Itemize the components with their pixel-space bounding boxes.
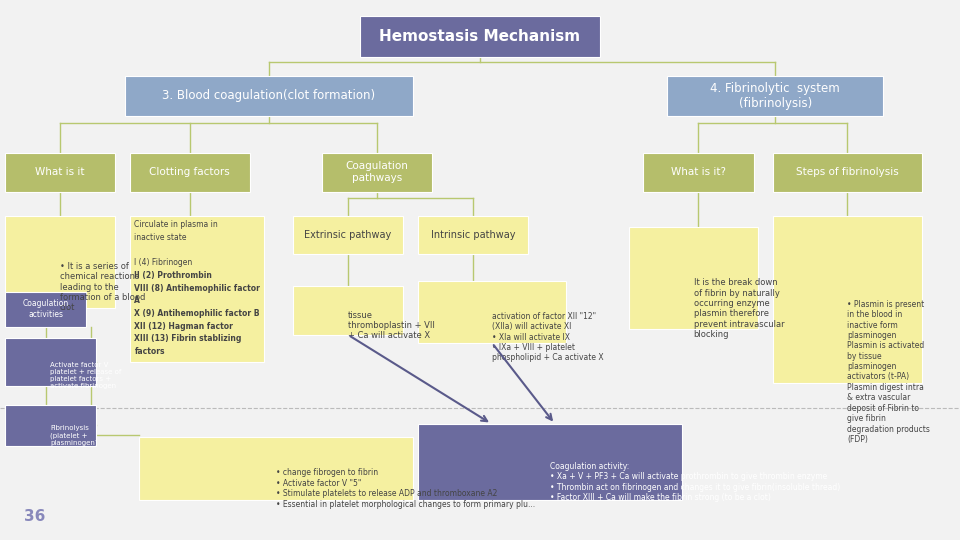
Text: factors: factors — [134, 347, 165, 356]
Text: inactive state: inactive state — [134, 233, 187, 242]
Text: 36: 36 — [24, 509, 45, 524]
FancyBboxPatch shape — [5, 153, 115, 192]
FancyBboxPatch shape — [667, 76, 883, 116]
FancyBboxPatch shape — [5, 292, 86, 327]
FancyBboxPatch shape — [322, 153, 432, 192]
Text: II (2) Prothrombin: II (2) Prothrombin — [134, 271, 212, 280]
Text: • change fibrogen to fibrin
• Activate factor V "5"
• Stimulate platelets to rel: • change fibrogen to fibrin • Activate f… — [276, 468, 535, 509]
FancyBboxPatch shape — [130, 153, 250, 192]
Text: Clotting factors: Clotting factors — [149, 167, 230, 177]
Text: Coagulation activity:
• Xa + V + PF3 + Ca will activate prothrombin to give thro: Coagulation activity: • Xa + V + PF3 + C… — [549, 462, 840, 502]
FancyBboxPatch shape — [643, 153, 754, 192]
Text: XII (12) Hagman factor: XII (12) Hagman factor — [134, 322, 233, 331]
Text: Hemostasis Mechanism: Hemostasis Mechanism — [379, 29, 581, 44]
Text: Activate factor V
platelet + release of
platelet factors +
activate fibrinogen: Activate factor V platelet + release of … — [50, 362, 122, 389]
FancyBboxPatch shape — [418, 281, 566, 343]
Text: 3. Blood coagulation(clot formation): 3. Blood coagulation(clot formation) — [162, 89, 375, 103]
Text: Steps of fibrinolysis: Steps of fibrinolysis — [796, 167, 899, 177]
Text: tissue
thromboplastin + VII
+ Ca will activate X: tissue thromboplastin + VII + Ca will ac… — [348, 310, 435, 340]
Text: A: A — [134, 296, 140, 306]
Text: 4. Fibrinolytic  system
(fibrinolysis): 4. Fibrinolytic system (fibrinolysis) — [710, 82, 840, 110]
Text: Extrinsic pathway: Extrinsic pathway — [304, 230, 392, 240]
FancyBboxPatch shape — [139, 437, 413, 500]
Text: Fibrinolysis
(platelet +
plasminogen): Fibrinolysis (platelet + plasminogen) — [50, 426, 98, 446]
FancyBboxPatch shape — [130, 216, 264, 362]
FancyBboxPatch shape — [360, 16, 600, 57]
Text: activation of factor XII "12"
(XIIa) will activate XI
• XIa will activate IX
• I: activation of factor XII "12" (XIIa) wil… — [492, 312, 604, 362]
Text: Intrinsic pathway: Intrinsic pathway — [430, 230, 516, 240]
FancyBboxPatch shape — [418, 216, 528, 254]
FancyBboxPatch shape — [418, 424, 682, 500]
FancyBboxPatch shape — [5, 216, 115, 308]
FancyBboxPatch shape — [629, 227, 758, 329]
Text: Coagulation
pathways: Coagulation pathways — [346, 161, 408, 183]
FancyBboxPatch shape — [5, 405, 96, 446]
FancyBboxPatch shape — [5, 338, 96, 386]
Text: X (9) Antihemophilic factor B: X (9) Antihemophilic factor B — [134, 309, 260, 318]
Text: What is it?: What is it? — [671, 167, 726, 177]
Text: • Plasmin is present
in the blood in
inactive form
plasminogen
Plasmin is activa: • Plasmin is present in the blood in ina… — [848, 300, 930, 444]
FancyBboxPatch shape — [293, 216, 403, 254]
FancyBboxPatch shape — [773, 216, 922, 383]
Text: • It is a series of
chemical reactions
leading to the
formation of a blood
clot: • It is a series of chemical reactions l… — [60, 262, 145, 313]
FancyBboxPatch shape — [773, 153, 922, 192]
Text: What is it: What is it — [36, 167, 84, 177]
Text: Circulate in plasma in: Circulate in plasma in — [134, 220, 218, 230]
Text: Coagulation
activities: Coagulation activities — [22, 300, 69, 319]
Text: XIII (13) Fibrin stablizing: XIII (13) Fibrin stablizing — [134, 334, 242, 343]
Text: VIII (8) Antihemophilic factor: VIII (8) Antihemophilic factor — [134, 284, 260, 293]
Text: I (4) Fibrinogen: I (4) Fibrinogen — [134, 259, 193, 267]
FancyBboxPatch shape — [293, 286, 403, 335]
FancyBboxPatch shape — [125, 76, 413, 116]
Text: It is the break down
of fibrin by naturally
occurring enzyme
plasmin therefore
p: It is the break down of fibrin by natura… — [693, 278, 784, 339]
